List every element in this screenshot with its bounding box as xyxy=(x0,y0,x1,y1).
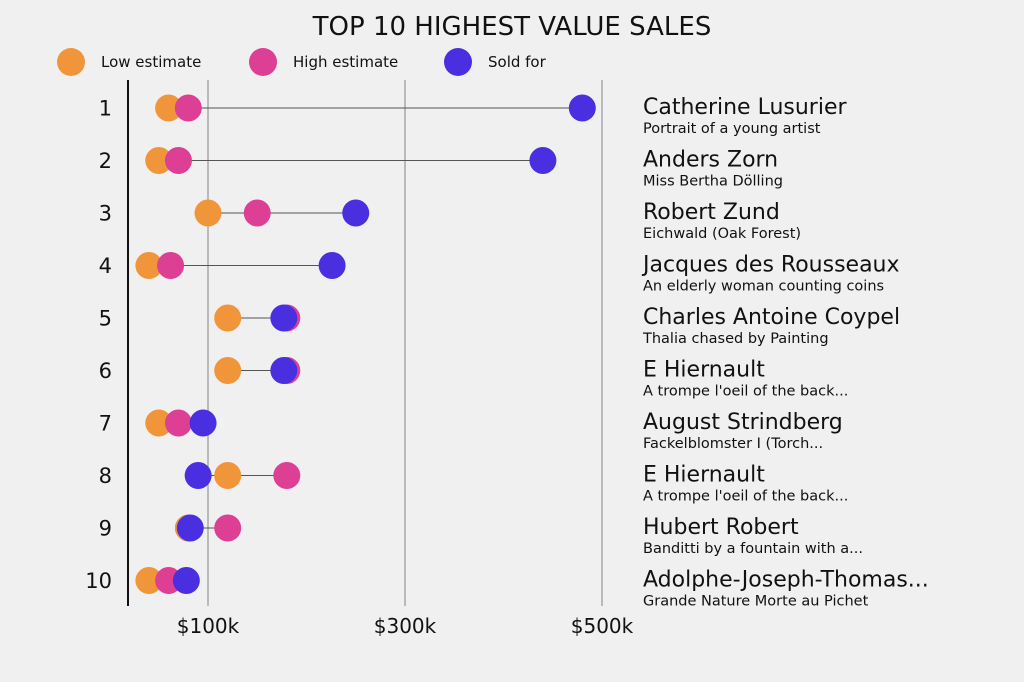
legend-swatch-sold xyxy=(444,48,472,76)
sold-for-dot xyxy=(172,567,200,594)
legend-label-low: Low estimate xyxy=(101,53,201,71)
artwork-title: Banditti by a fountain with a... xyxy=(643,541,863,557)
legend: Low estimate High estimate Sold for xyxy=(57,48,547,76)
rank-label: 1 xyxy=(99,97,112,121)
sold-for-dot xyxy=(270,304,298,332)
gridlines xyxy=(207,80,603,606)
artwork-title: Fackelblomster I (Torch... xyxy=(643,436,823,452)
rank-label: 7 xyxy=(99,412,112,436)
sold-for-dot xyxy=(176,514,204,542)
artist-name: Jacques des Rousseaux xyxy=(641,253,900,278)
artwork-title: Portrait of a young artist xyxy=(643,121,821,137)
sold-for-dot xyxy=(318,252,346,279)
artwork-title: A trompe l'oeil of the back... xyxy=(643,489,848,505)
artwork-title: Thalia chased by Painting xyxy=(642,331,829,347)
low-estimate-dot xyxy=(145,409,173,437)
high-estimate-dot xyxy=(164,147,192,174)
sold-for-dot xyxy=(184,462,212,489)
rank-label: 10 xyxy=(85,569,112,593)
artwork-title: An elderly woman counting coins xyxy=(643,279,884,295)
rank-label: 4 xyxy=(99,254,112,278)
legend-swatch-high xyxy=(249,48,277,76)
artist-name: August Strindberg xyxy=(643,410,843,435)
x-axis-ticks: $100k $300k $500k xyxy=(177,614,634,638)
artist-name: Hubert Robert xyxy=(643,515,799,540)
high-estimate-dot xyxy=(243,199,271,227)
high-estimate-dot xyxy=(273,462,301,489)
rank-label: 8 xyxy=(99,464,112,488)
artist-name: E Hiernault xyxy=(643,463,765,488)
sold-for-dot xyxy=(189,409,217,437)
sold-for-dot xyxy=(568,94,596,122)
artist-name: Anders Zorn xyxy=(643,148,778,173)
rank-label: 6 xyxy=(99,359,112,383)
x-tick-label: $500k xyxy=(571,614,634,638)
artist-name: Charles Antoine Coypel xyxy=(643,305,900,330)
rank-label: 3 xyxy=(99,202,112,226)
artwork-title: Miss Bertha Dölling xyxy=(643,174,783,190)
low-estimate-dot xyxy=(135,252,163,279)
low-estimate-dot xyxy=(135,567,163,594)
x-tick-label: $300k xyxy=(374,614,437,638)
high-estimate-dot xyxy=(174,94,202,122)
low-estimate-dot xyxy=(155,94,183,122)
high-estimate-dot xyxy=(164,409,192,437)
rank-label: 5 xyxy=(99,307,112,331)
artwork-title: Grande Nature Morte au Pichet xyxy=(643,594,869,610)
low-estimate-dot xyxy=(214,357,242,384)
legend-swatch-low xyxy=(57,48,85,76)
sold-for-dot xyxy=(529,147,557,174)
low-estimate-dot xyxy=(145,147,173,174)
artist-name: Adolphe-Joseph-Thomas... xyxy=(643,568,929,593)
legend-label-sold: Sold for xyxy=(488,53,547,71)
chart-row: 10 Adolphe-Joseph-Thomas...Grande Nature … xyxy=(85,567,929,610)
high-estimate-dot xyxy=(214,514,242,542)
legend-label-high: High estimate xyxy=(293,53,398,71)
rank-label: 2 xyxy=(99,149,112,173)
x-tick-label: $100k xyxy=(177,614,240,638)
artwork-title: Eichwald (Oak Forest) xyxy=(643,226,801,242)
chart-title: TOP 10 HIGHEST VALUE SALES xyxy=(312,12,712,42)
sold-for-dot xyxy=(342,199,370,227)
artwork-title: A trompe l'oeil of the back... xyxy=(643,384,848,400)
artist-name: Robert Zund xyxy=(643,200,780,225)
artist-name: E Hiernault xyxy=(643,358,765,383)
artist-name: Catherine Lusurier xyxy=(643,95,847,120)
low-estimate-dot xyxy=(194,199,222,227)
low-estimate-dot xyxy=(214,462,242,489)
sold-for-dot xyxy=(270,357,298,384)
low-estimate-dot xyxy=(214,304,242,332)
rank-label: 9 xyxy=(99,517,112,541)
high-estimate-dot xyxy=(157,252,185,279)
